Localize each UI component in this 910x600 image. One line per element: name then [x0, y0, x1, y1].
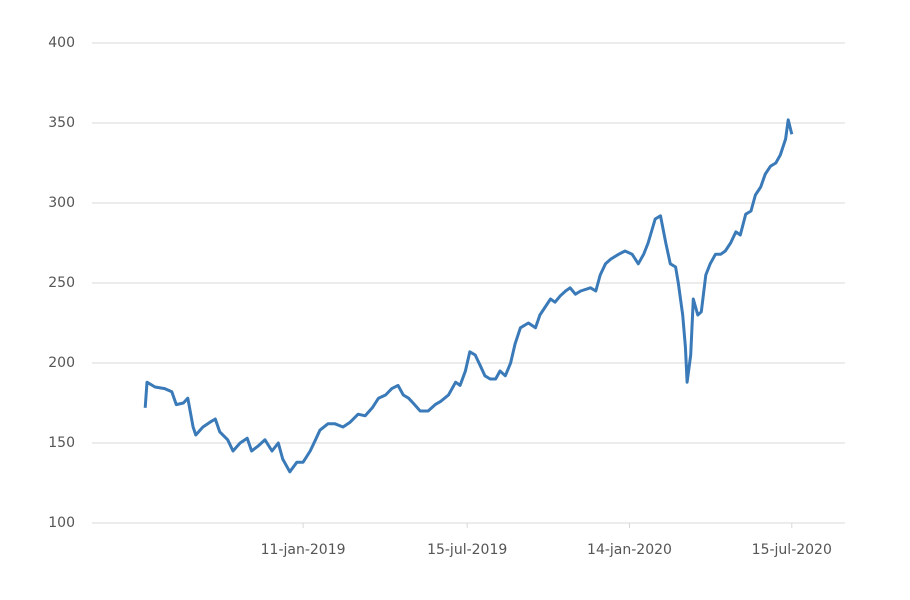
- y-tick-label: 350: [48, 115, 75, 131]
- line: [143, 118, 794, 474]
- y-tick-label: 250: [48, 275, 75, 291]
- x-tick-label: 11-jan-2019: [261, 542, 346, 558]
- y-tick-label: 150: [48, 435, 75, 451]
- y-tick-label: 100: [48, 515, 75, 531]
- x-tick-label: 15-jul-2020: [752, 542, 832, 558]
- x-tick-label: 14-jan-2020: [587, 542, 672, 558]
- y-tick-label: 200: [48, 355, 75, 371]
- x-tick-label: 15-jul-2019: [427, 542, 507, 558]
- y-tick-label: 400: [48, 35, 75, 51]
- y-tick-label: 300: [48, 195, 75, 211]
